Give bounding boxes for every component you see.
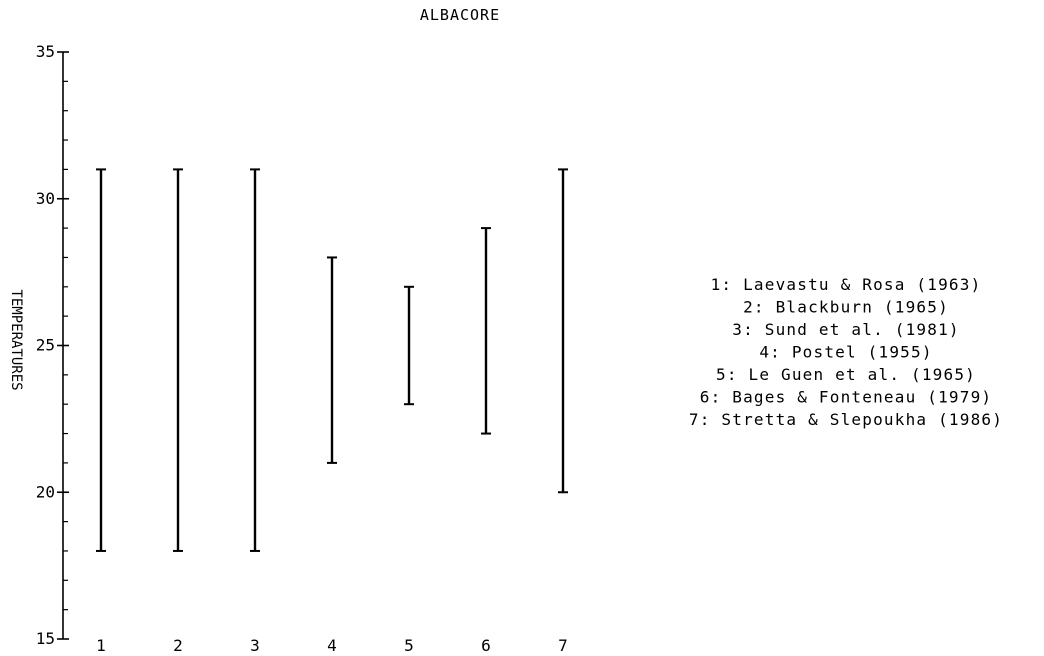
x-tick-label: 3 bbox=[250, 636, 260, 655]
legend-entry: 4: Postel (1955) bbox=[759, 343, 932, 362]
legend-entry: 3: Sund et al. (1981) bbox=[732, 320, 960, 339]
range-bar-2 bbox=[173, 168, 183, 552]
legend-entry: 2: Blackburn (1965) bbox=[743, 298, 949, 317]
y-tick-label: 30 bbox=[36, 189, 55, 208]
y-axis-major-ticks bbox=[57, 51, 69, 640]
y-axis-minor-ticks bbox=[63, 80, 68, 611]
range-bar-6 bbox=[481, 227, 491, 435]
legend-entry: 5: Le Guen et al. (1965) bbox=[716, 365, 976, 384]
x-tick-label: 6 bbox=[481, 636, 491, 655]
x-tick-labels: 1 2 3 4 5 6 7 bbox=[96, 636, 568, 655]
x-tick-label: 5 bbox=[404, 636, 414, 655]
range-bar-3 bbox=[250, 168, 260, 552]
y-axis-label: TEMPERATURES bbox=[8, 289, 24, 390]
range-bar-7 bbox=[558, 168, 568, 494]
x-tick-label: 4 bbox=[327, 636, 337, 655]
range-bar-5 bbox=[404, 285, 414, 406]
legend-entry: 1: Laevastu & Rosa (1963) bbox=[711, 275, 982, 294]
range-bars bbox=[96, 168, 568, 552]
y-tick-label: 25 bbox=[36, 336, 55, 355]
legend: 1: Laevastu & Rosa (1963) 2: Blackburn (1… bbox=[689, 275, 1003, 429]
range-bar-4 bbox=[327, 256, 337, 464]
chart-title: ALBACORE bbox=[420, 6, 500, 24]
y-tick-label: 35 bbox=[36, 42, 55, 61]
x-tick-label: 2 bbox=[173, 636, 183, 655]
x-tick-label: 1 bbox=[96, 636, 106, 655]
y-tick-labels: 15 20 25 30 35 bbox=[36, 42, 55, 648]
y-tick-label: 15 bbox=[36, 629, 55, 648]
x-tick-label: 7 bbox=[558, 636, 568, 655]
range-bar-1 bbox=[96, 168, 106, 552]
legend-entry: 6: Bages & Fonteneau (1979) bbox=[700, 388, 993, 407]
y-tick-label: 20 bbox=[36, 482, 55, 501]
legend-entry: 7: Stretta & Slepoukha (1986) bbox=[689, 410, 1003, 429]
